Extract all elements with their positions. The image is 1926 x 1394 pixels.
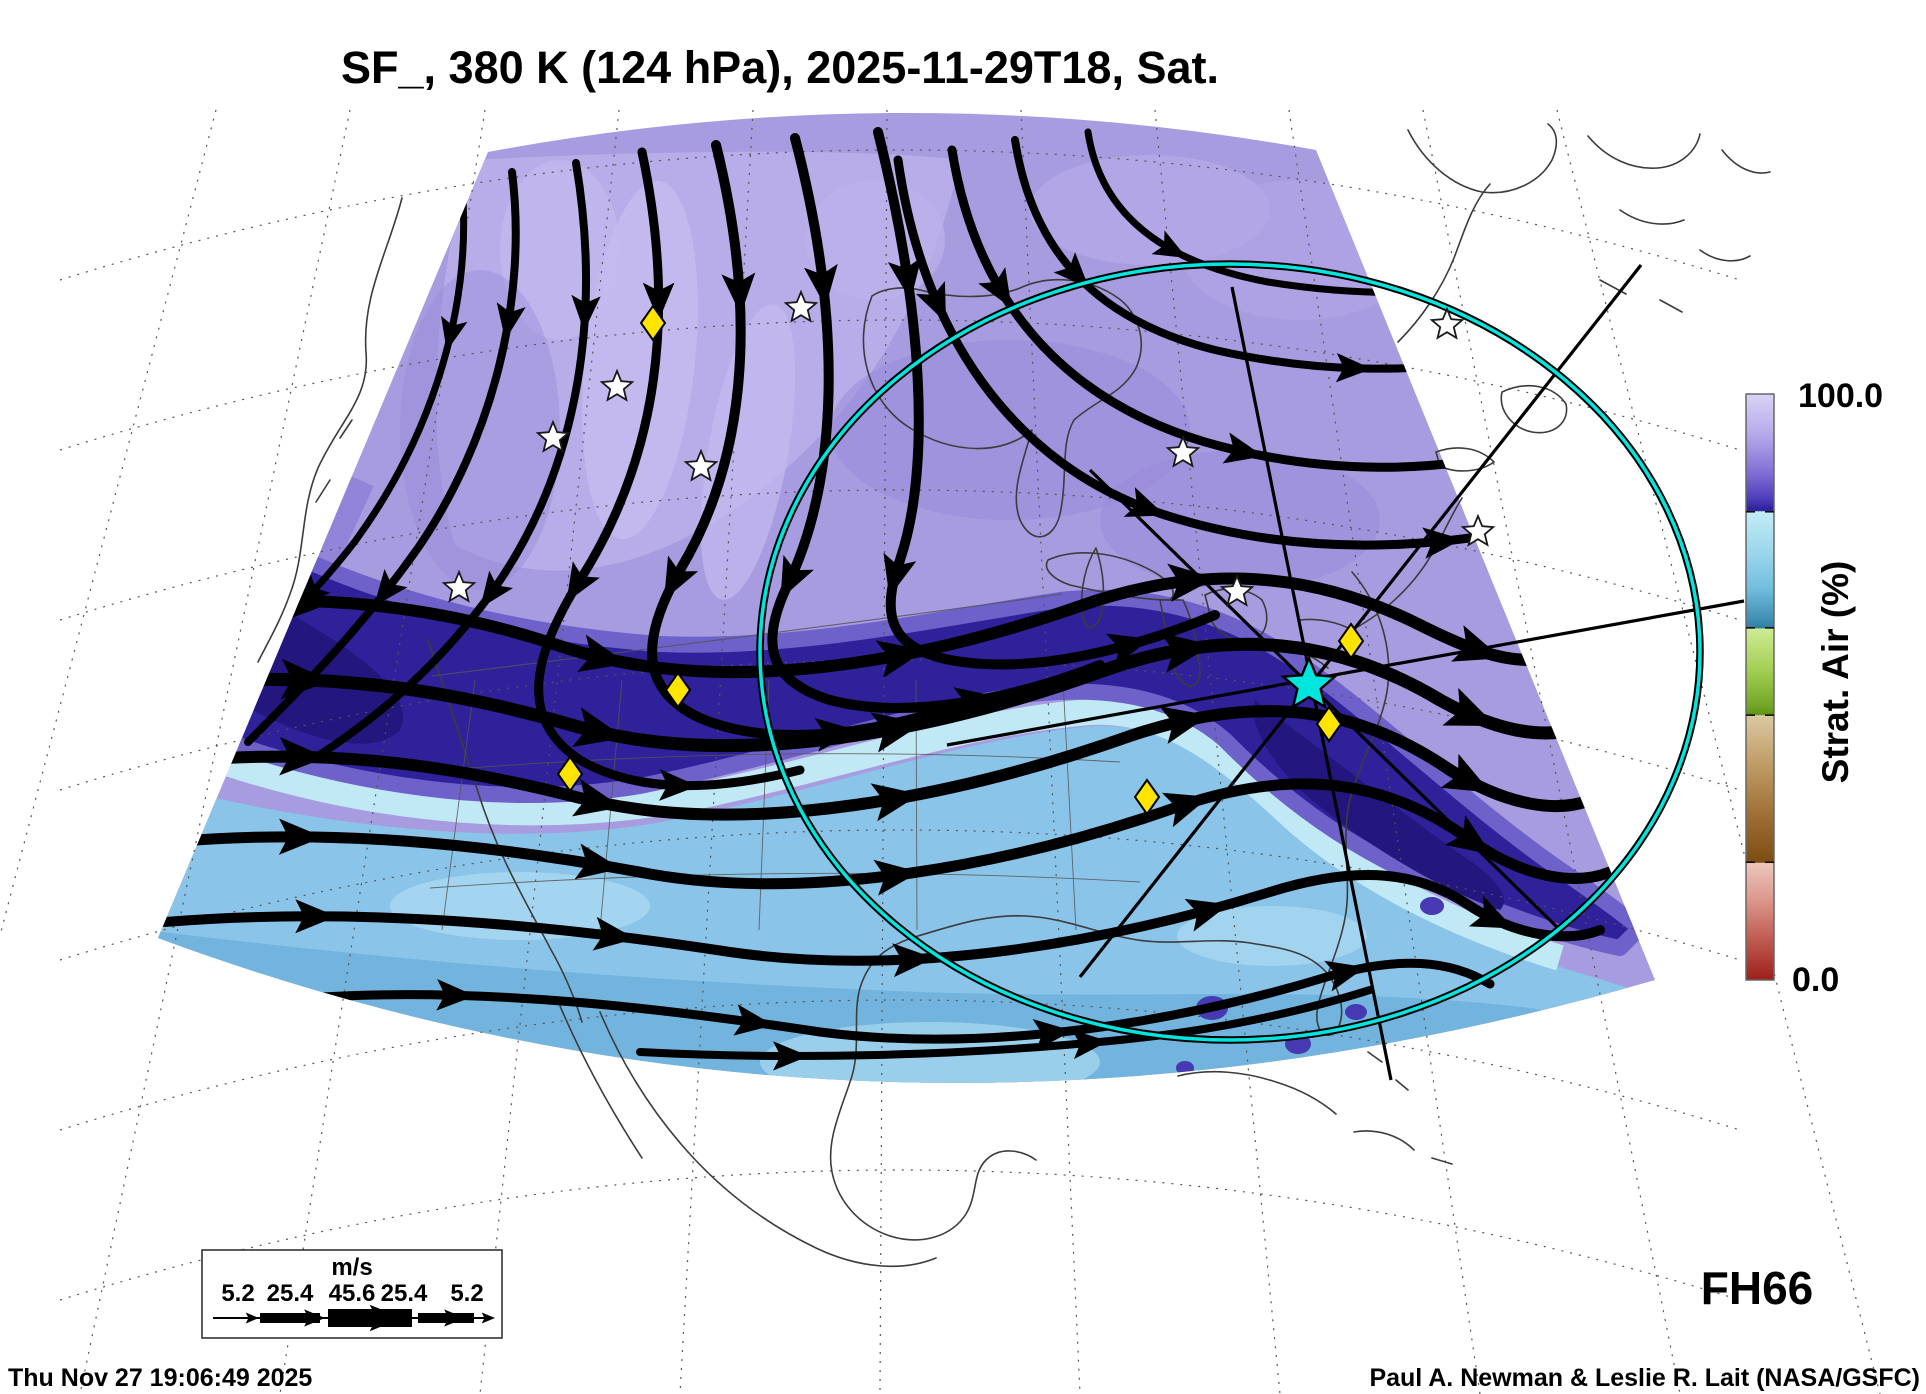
- center-cyan-star-marker: [1280, 654, 1338, 710]
- white-star-marker: [683, 448, 719, 482]
- legend-value-3: 45.6: [328, 1280, 376, 1307]
- page-title: SF_, 380 K (124 hPa), 2025-11-29T18, Sat…: [341, 42, 1219, 93]
- legend-value-5: 5.2: [450, 1280, 484, 1307]
- colorbar-max-label: 100.0: [1798, 377, 1884, 415]
- yellow-diamond-marker: [556, 755, 584, 793]
- white-star-marker: [783, 289, 819, 323]
- white-star-marker: [535, 419, 571, 453]
- white-star-marker: [441, 569, 477, 603]
- legend-value-1: 5.2: [221, 1280, 255, 1307]
- yellow-diamond-marker: [639, 304, 667, 342]
- yellow-diamond-marker: [664, 671, 692, 709]
- white-star-marker: [599, 368, 635, 402]
- legend-value-4: 25.4: [380, 1280, 428, 1307]
- white-star-marker: [1165, 434, 1201, 468]
- white-star-marker: [1460, 513, 1496, 547]
- map-overlays: [441, 260, 1745, 1081]
- yellow-diamond-marker: [1133, 778, 1161, 816]
- legend-value-2: 25.4: [266, 1280, 314, 1307]
- legend-units-label: m/s: [331, 1254, 373, 1281]
- credit-line: Paul A. Newman & Leslie R. Lait (NASA/GS…: [1369, 1364, 1920, 1392]
- strat-air-field: [158, 112, 1655, 1083]
- creation-timestamp: Thu Nov 27 19:06:49 2025: [8, 1364, 313, 1392]
- white-star-marker: [1429, 306, 1465, 340]
- colorbar-min-label: 0.0: [1792, 961, 1840, 999]
- forecast-hour-label: FH66: [1700, 1262, 1814, 1314]
- colorbar-title: Strat. Air (%): [1815, 560, 1856, 784]
- yellow-diamond-marker: [1337, 622, 1365, 660]
- colorbar: [1745, 393, 1775, 981]
- wind-speed-legend: [201, 1249, 503, 1339]
- white-star-marker: [1219, 573, 1255, 607]
- yellow-diamond-marker: [1315, 705, 1343, 743]
